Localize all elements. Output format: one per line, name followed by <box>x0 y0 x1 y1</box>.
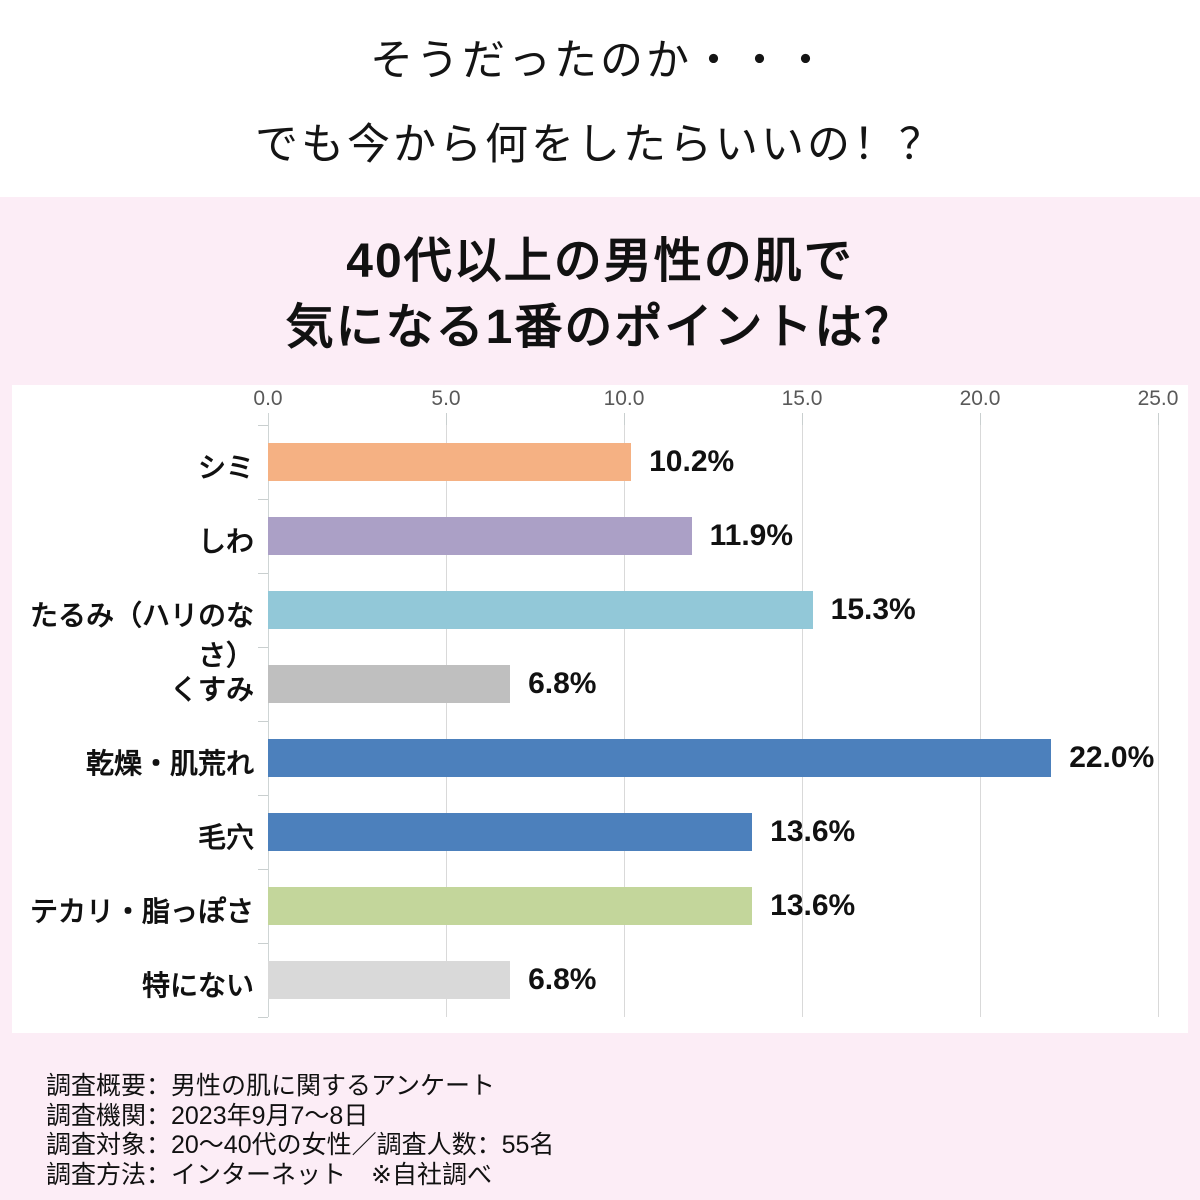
x-axis-tick-label: 20.0 <box>959 387 1001 410</box>
value-label: 13.6% <box>770 889 856 922</box>
bar-1 <box>268 443 632 481</box>
survey-notes: 調査概要：男性の肌に関するアンケート 調査機関：2023年9月7～8日 調査対象：2… <box>46 1072 554 1190</box>
x-axis-tick-mark <box>980 413 981 425</box>
category-label: しわ <box>197 526 254 557</box>
y-axis-tick-mark <box>258 721 268 722</box>
category-label: 毛穴 <box>197 822 254 853</box>
x-axis-tick-label: 5.0 <box>431 387 461 410</box>
survey-note-line: 調査対象：20～40代の女性／調査人数：55名 <box>46 1131 555 1159</box>
bar-3 <box>268 591 813 629</box>
header-section: そうだったのか・・・ でも今から何をしたらいいの！？ <box>0 0 1200 197</box>
x-axis-tick-label: 0.0 <box>253 387 283 410</box>
survey-section: 40代以上の男性の肌で気になる1番のポイントは？ 0.0 5.0 10.0 15.0 2… <box>0 197 1200 1200</box>
survey-note-line: 調査概要：男性の肌に関するアンケート <box>46 1072 496 1100</box>
x-axis-tick-label: 25.0 <box>1137 387 1179 410</box>
value-label: 15.3% <box>830 593 916 626</box>
gridline <box>1158 425 1159 1017</box>
y-axis-tick-mark <box>258 795 268 796</box>
survey-note-line: 調査方法：インターネット ※自社調べ <box>46 1160 492 1189</box>
value-label: 11.9% <box>709 519 794 552</box>
y-axis-tick-mark <box>258 943 268 944</box>
x-axis-tick-mark <box>624 413 625 425</box>
category-label: たるみ（ハリのなさ） <box>29 600 254 671</box>
x-axis-tick-mark <box>1158 413 1159 425</box>
category-label: くすみ <box>169 674 254 705</box>
chart-title-line-2: 気になる1番のポイントは？ <box>285 301 915 354</box>
y-axis-line <box>268 413 269 1017</box>
y-axis-tick-mark <box>258 869 268 870</box>
value-label: 10.2% <box>649 445 735 478</box>
value-label: 13.6% <box>770 815 856 848</box>
chart-title: 40代以上の男性の肌で気になる1番のポイントは？ <box>0 229 1200 361</box>
x-axis-tick-label: 15.0 <box>781 387 823 410</box>
bar-6 <box>268 813 753 851</box>
y-axis-tick-mark <box>258 1017 268 1018</box>
gridline <box>446 425 447 1017</box>
category-label: 乾燥・肌荒れ <box>85 748 254 779</box>
bar-2 <box>268 517 692 555</box>
header-line-2: でも今から何をしたらいいの！？ <box>255 120 945 169</box>
y-axis-tick-mark <box>258 647 268 648</box>
value-label: 6.8% <box>528 963 597 996</box>
y-axis-tick-mark <box>258 573 268 574</box>
survey-note-line: 調査機関：2023年9月7～8日 <box>46 1101 369 1130</box>
x-axis-tick-mark <box>802 413 803 425</box>
chart-title-line-1: 40代以上の男性の肌で <box>346 235 854 288</box>
y-axis-tick-mark <box>258 425 268 426</box>
bar-chart-panel: 0.0 5.0 10.0 15.0 20.0 25.0 シミ 10.2% しわ 11.9% たるみ… <box>12 385 1188 1033</box>
x-axis-tick-mark <box>446 413 447 425</box>
value-label: 6.8% <box>528 667 597 700</box>
gridline <box>802 425 803 1017</box>
category-label: シミ <box>197 452 254 483</box>
value-label: 22.0% <box>1069 741 1155 774</box>
bar-7 <box>268 887 753 925</box>
gridline <box>980 425 981 1017</box>
header-line-1: そうだったのか・・・ <box>370 36 830 85</box>
category-label: テカリ・脂っぽさ <box>29 896 254 927</box>
category-label: 特にない <box>141 970 254 1001</box>
x-axis-tick-label: 10.0 <box>603 387 645 410</box>
bar-5 <box>268 739 1052 777</box>
gridline <box>624 425 625 1017</box>
bar-4 <box>268 665 511 703</box>
bar-8 <box>268 961 511 999</box>
y-axis-tick-mark <box>258 499 268 500</box>
